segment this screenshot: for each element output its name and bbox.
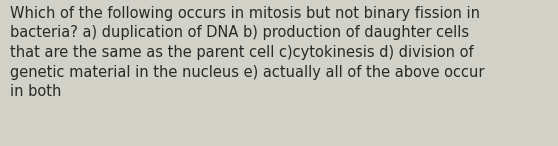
Text: Which of the following occurs in mitosis but not binary fission in
bacteria? a) : Which of the following occurs in mitosis… bbox=[10, 6, 484, 99]
